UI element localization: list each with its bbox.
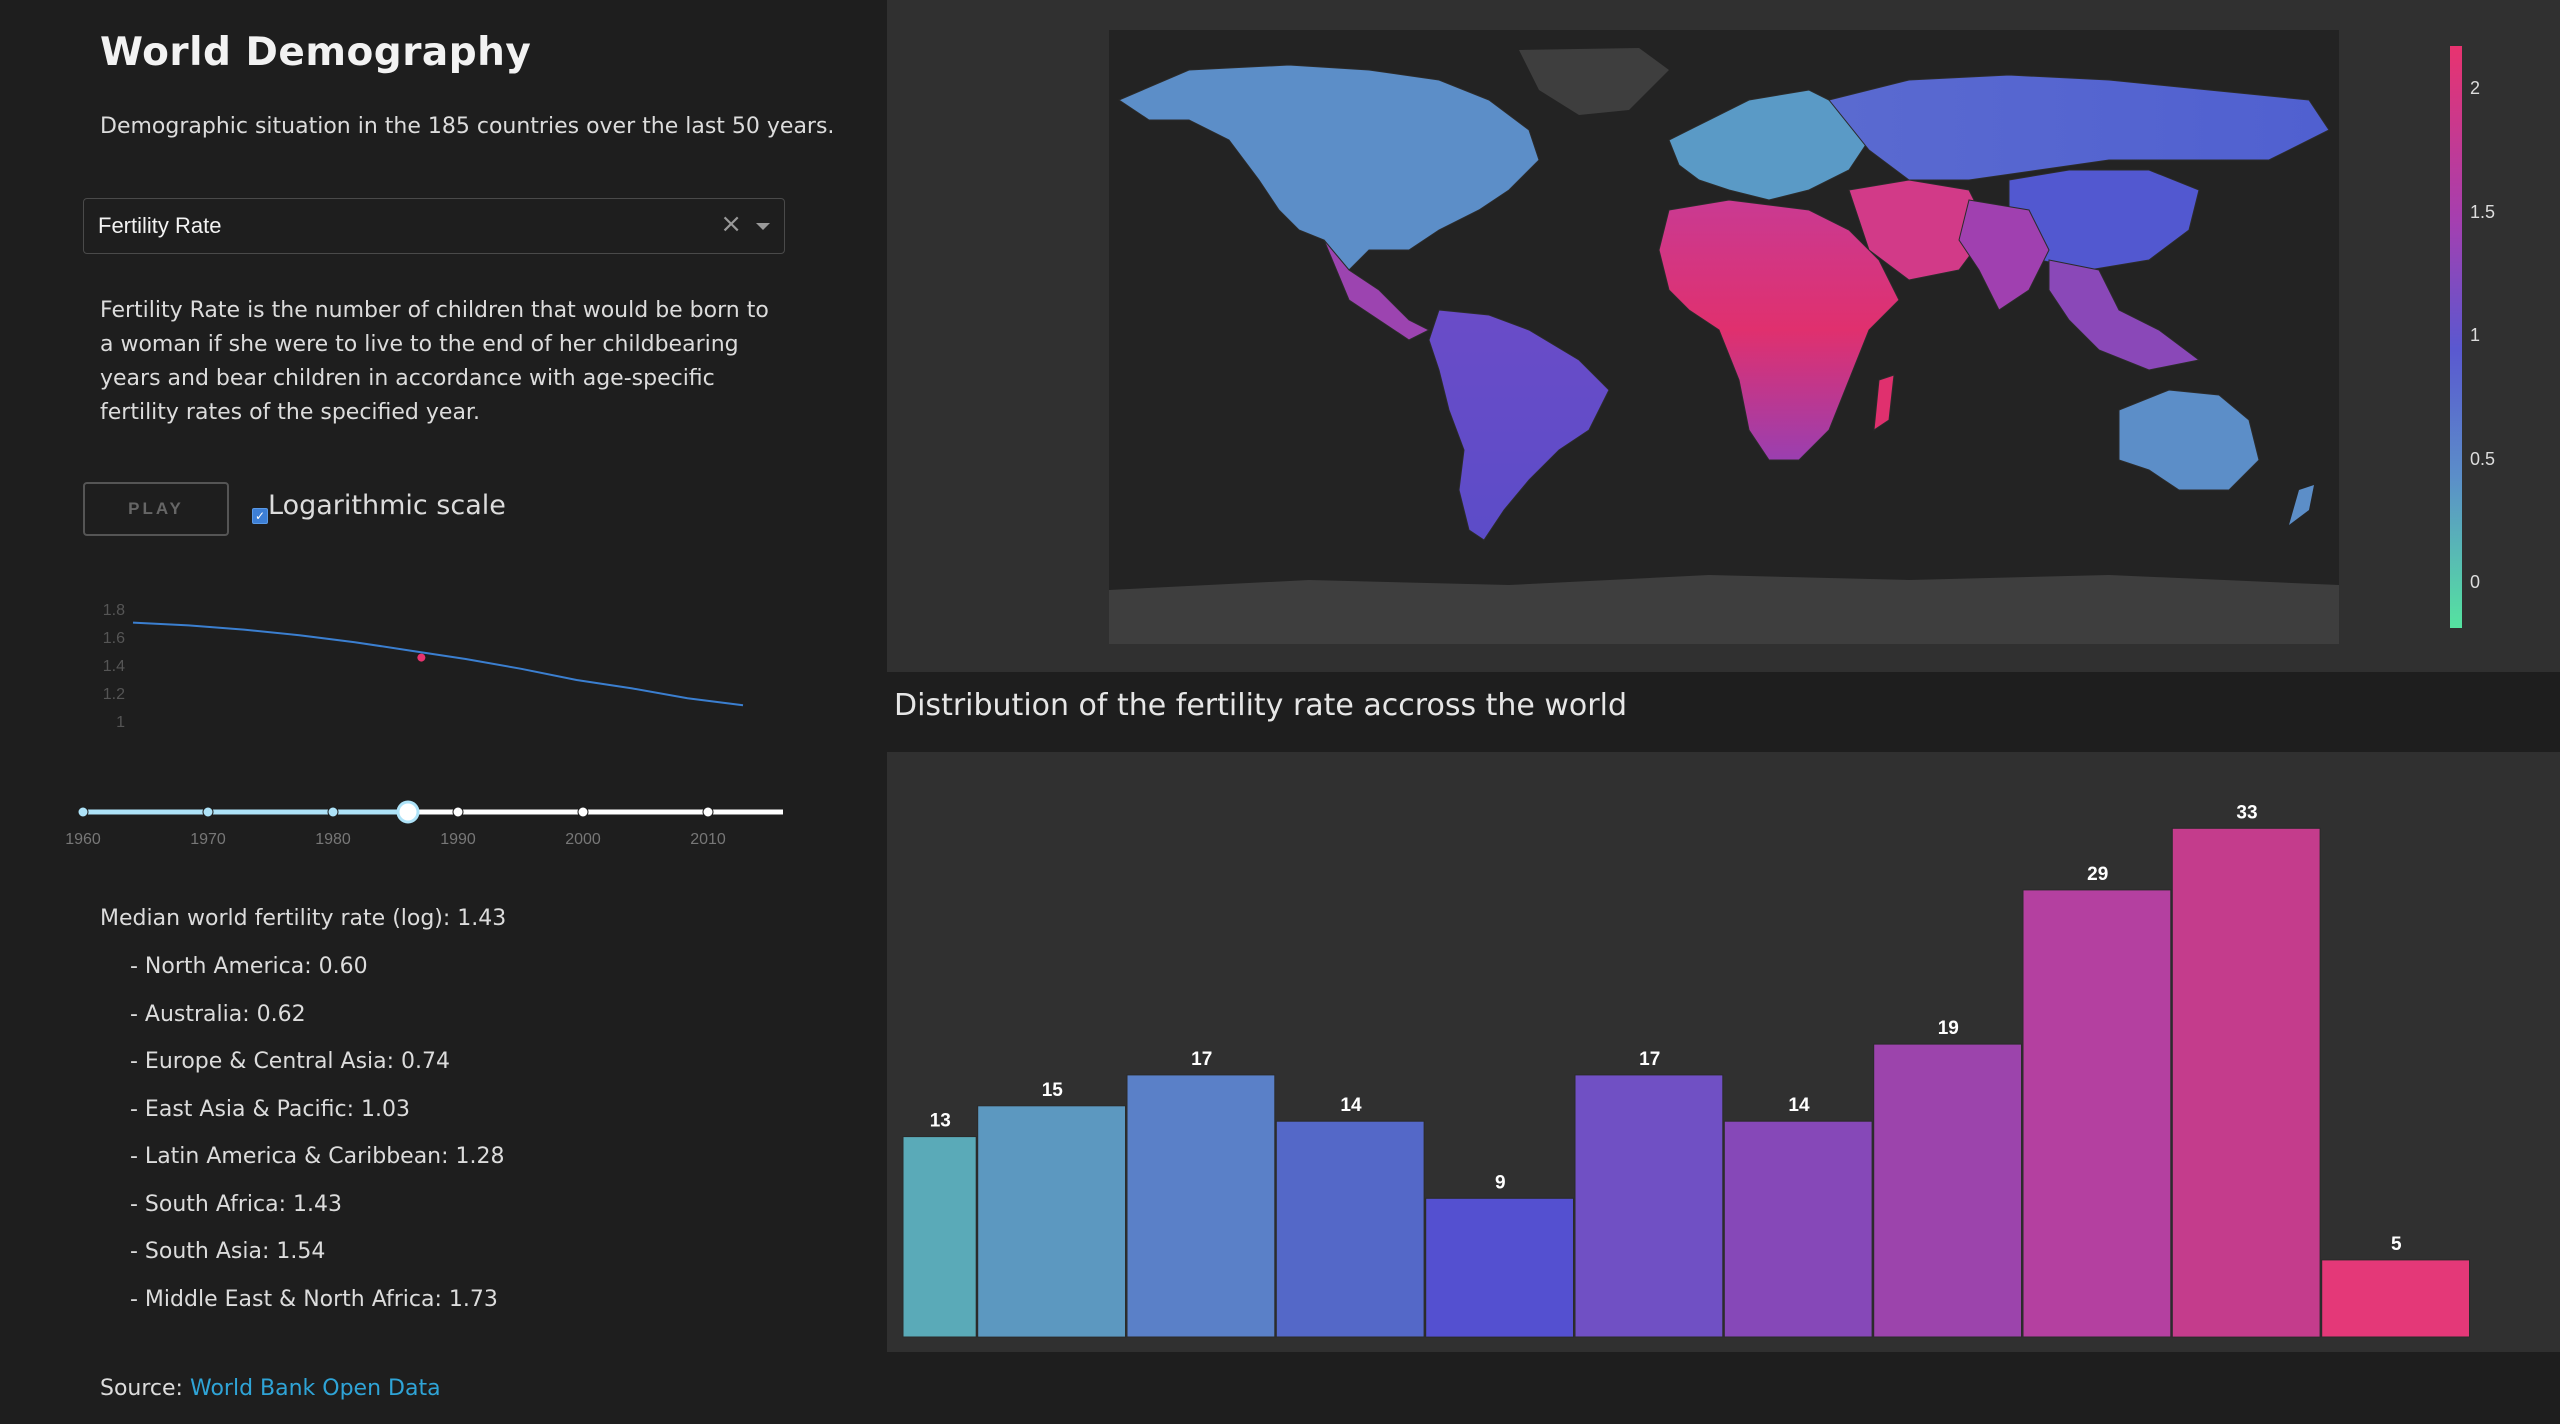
slider-mark-label[interactable]: 2010 xyxy=(690,831,726,848)
source-link[interactable]: World Bank Open Data xyxy=(189,1376,441,1401)
region-stat: - South Asia: 1.54 xyxy=(130,1239,326,1264)
region-stat: - Europe & Central Asia: 0.74 xyxy=(130,1049,451,1074)
year-slider[interactable]: 1960 1970 1980 1990 2000 2010 xyxy=(60,780,800,850)
world-choropleth-map[interactable] xyxy=(1109,30,2339,644)
page-title: World Demography xyxy=(100,30,532,75)
slider-mark-dot[interactable] xyxy=(702,806,714,818)
histogram-bar[interactable] xyxy=(902,1136,977,1338)
fertility-histogram: 13 15 17 14 9 17 14 19 29 33 5 xyxy=(902,802,2470,1338)
trend-current-point xyxy=(417,653,426,662)
map-region-new-zealand[interactable] xyxy=(2289,485,2314,525)
map-region-south-america[interactable] xyxy=(1428,309,1610,541)
slider-mark-dot[interactable] xyxy=(77,806,89,818)
slider-mark-dot[interactable] xyxy=(452,806,464,818)
histogram-bar-label: 17 xyxy=(1639,1049,1660,1070)
map-region-madagascar[interactable] xyxy=(1873,374,1895,432)
histogram-bar-label: 17 xyxy=(1191,1049,1212,1070)
colorbar-tick: 2 xyxy=(2470,78,2481,98)
region-stats: - North America: 0.60 - Australia: 0.62 … xyxy=(130,954,505,1334)
trend-y-tick: 1.8 xyxy=(103,602,125,619)
histogram-bar[interactable] xyxy=(2022,889,2172,1338)
control-panel: World Demography Demographic situation i… xyxy=(0,0,885,1424)
colorbar-tick: 0 xyxy=(2470,572,2481,592)
histogram-title: Distribution of the fertility rate accro… xyxy=(894,688,1627,723)
histogram-bar-label: 9 xyxy=(1495,1172,1506,1193)
fertility-trend-chart: 1.8 1.6 1.4 1.2 1 xyxy=(103,602,744,731)
histogram-panel: 13 15 17 14 9 17 14 19 29 33 5 xyxy=(887,752,2560,1352)
trend-line xyxy=(132,621,744,707)
histogram-bar-label: 13 xyxy=(930,1111,951,1132)
histogram-bar-label: 15 xyxy=(1042,1080,1064,1101)
histogram-bar[interactable] xyxy=(1126,1074,1276,1338)
histogram-bar-label: 29 xyxy=(2087,864,2108,885)
median-stat: Median world fertility rate (log): 1.43 xyxy=(100,906,507,931)
source-note: Source: World Bank Open Data xyxy=(100,1376,441,1401)
trend-y-tick: 1 xyxy=(116,714,125,731)
indicator-selected-value: Fertility Rate xyxy=(98,213,222,238)
clear-icon[interactable]: × xyxy=(720,209,742,239)
histogram-bar-label: 14 xyxy=(1788,1095,1810,1116)
map-region-africa[interactable] xyxy=(1658,199,1900,461)
region-stat: - North America: 0.60 xyxy=(130,954,368,979)
play-button[interactable]: PLAY xyxy=(83,482,229,536)
histogram-bar-label: 19 xyxy=(1938,1018,1959,1039)
map-region-russia-central-asia[interactable] xyxy=(1828,74,2330,181)
trend-y-tick: 1.6 xyxy=(103,630,125,647)
histogram-bar[interactable] xyxy=(1275,1120,1425,1338)
slider-mark-dot[interactable] xyxy=(202,806,214,818)
histogram-bar[interactable] xyxy=(2321,1259,2470,1338)
slider-mark-label[interactable]: 1970 xyxy=(190,831,226,848)
region-stat: - East Asia & Pacific: 1.03 xyxy=(130,1096,410,1122)
page-subtitle: Demographic situation in the 185 countri… xyxy=(100,114,835,139)
source-prefix: Source: xyxy=(100,1376,183,1401)
log-scale-checkbox[interactable]: ✓ xyxy=(252,508,268,524)
slider-mark-dot[interactable] xyxy=(577,806,589,818)
map-region-australia[interactable] xyxy=(2118,389,2260,491)
histogram-bar[interactable] xyxy=(2171,827,2321,1338)
slider-mark-label[interactable]: 1980 xyxy=(315,831,351,848)
trend-y-tick: 1.2 xyxy=(103,686,125,703)
histogram-bar-label: 14 xyxy=(1340,1095,1362,1116)
slider-mark-label[interactable]: 1990 xyxy=(440,831,476,848)
map-colorbar xyxy=(2450,46,2462,628)
histogram-bar[interactable] xyxy=(1425,1197,1575,1338)
colorbar-tick: 1 xyxy=(2470,325,2481,345)
map-region-antarctica[interactable] xyxy=(1109,575,2339,644)
indicator-dropdown[interactable]: Fertility Rate × xyxy=(83,198,785,254)
region-stat: - Middle East & North Africa: 1.73 xyxy=(130,1286,498,1312)
slider-mark-label[interactable]: 2000 xyxy=(565,831,601,848)
trend-y-tick: 1.4 xyxy=(103,658,125,675)
log-scale-label: Logarithmic scale xyxy=(268,490,506,521)
slider-mark-label[interactable]: 1960 xyxy=(65,831,101,848)
indicator-description: Fertility Rate is the number of children… xyxy=(100,298,769,425)
histogram-bar[interactable] xyxy=(1723,1120,1873,1338)
region-stat: - Latin America & Caribbean: 1.28 xyxy=(130,1144,505,1169)
map-region-south-asia[interactable] xyxy=(1958,199,2050,311)
histogram-bar[interactable] xyxy=(977,1105,1126,1338)
histogram-bar-label: 33 xyxy=(2236,802,2257,823)
histogram-bar-label: 5 xyxy=(2391,1234,2402,1255)
chevron-down-icon[interactable] xyxy=(756,223,770,230)
histogram-bar[interactable] xyxy=(1574,1074,1724,1338)
map-region-greenland[interactable] xyxy=(1519,48,1669,115)
region-stat: - Australia: 0.62 xyxy=(130,1001,306,1027)
map-region-north-america[interactable] xyxy=(1117,64,1540,271)
map-region-southeast-asia[interactable] xyxy=(2048,259,2201,371)
colorbar-tick: 1.5 xyxy=(2470,202,2496,222)
colorbar-tick: 0.5 xyxy=(2470,449,2496,469)
slider-handle[interactable] xyxy=(396,800,420,824)
histogram-bar[interactable] xyxy=(1873,1043,2023,1338)
map-region-central-america[interactable] xyxy=(1323,239,1431,341)
map-region-europe[interactable] xyxy=(1668,89,1870,201)
slider-mark-dot[interactable] xyxy=(327,806,339,818)
region-stat: - South Africa: 1.43 xyxy=(130,1191,342,1217)
